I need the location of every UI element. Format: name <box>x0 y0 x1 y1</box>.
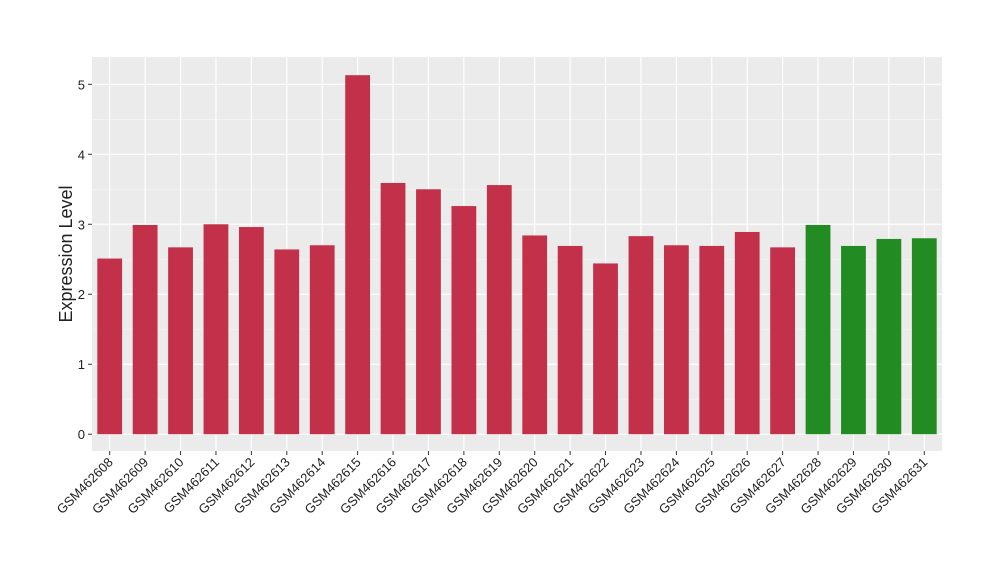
bar <box>274 249 300 435</box>
y-tick-label: 3 <box>78 217 85 232</box>
bar <box>451 206 477 435</box>
bar <box>805 224 831 435</box>
bar <box>380 182 406 435</box>
bar <box>309 245 335 435</box>
y-tick-label: 2 <box>78 287 85 302</box>
bar <box>345 75 371 435</box>
bar <box>628 236 654 435</box>
bar <box>841 245 866 435</box>
y-tick-label: 1 <box>78 357 85 372</box>
bar <box>522 235 548 435</box>
bar <box>168 247 193 435</box>
y-axis-title: Expression Level <box>56 185 76 322</box>
y-tick-label: 0 <box>78 427 85 442</box>
bar <box>734 231 760 435</box>
bar <box>911 238 937 435</box>
bar <box>416 189 441 435</box>
bar <box>486 185 512 435</box>
bar <box>663 245 689 435</box>
bar <box>203 224 229 435</box>
bar <box>97 258 123 435</box>
bar <box>593 263 618 435</box>
y-tick-label: 4 <box>78 147 85 162</box>
y-tick-label: 5 <box>78 77 85 92</box>
bar <box>770 247 796 435</box>
bar <box>238 227 264 435</box>
bar <box>557 245 583 435</box>
bar <box>132 224 158 435</box>
plot-panel <box>92 57 942 451</box>
bar <box>699 245 725 435</box>
bar <box>876 238 902 435</box>
